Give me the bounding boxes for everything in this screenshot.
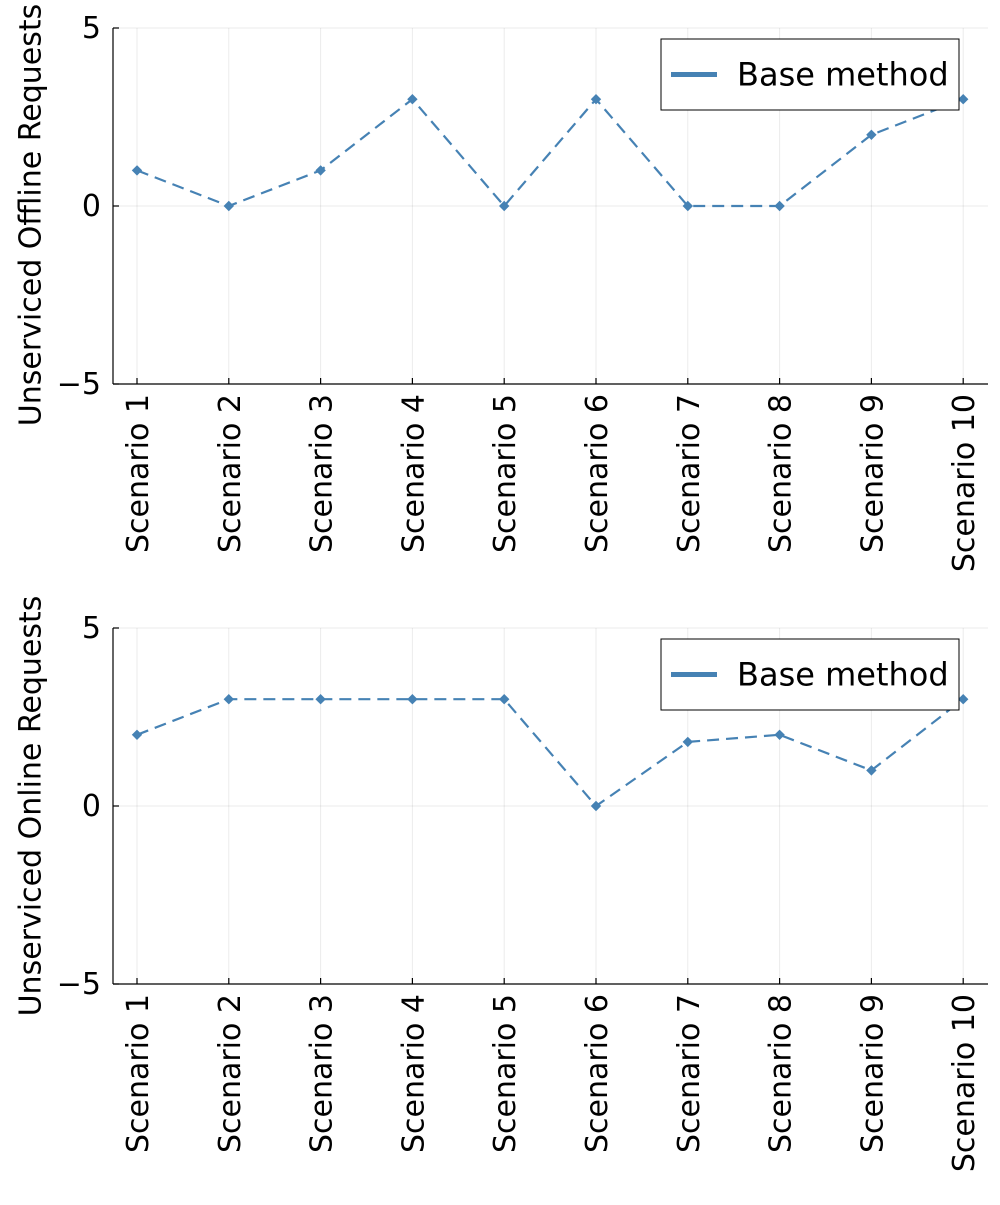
- data-point: [866, 765, 877, 776]
- legend-label: Base method: [737, 56, 949, 94]
- data-point: [131, 729, 143, 741]
- x-tick-label: Scenario 9: [855, 994, 890, 1153]
- data-point: [774, 200, 785, 212]
- legend-label: Base method: [737, 656, 949, 694]
- data-point: [774, 729, 785, 741]
- series-line: [136, 97, 964, 208]
- legend: Base method: [660, 638, 960, 711]
- data-point: [223, 693, 235, 705]
- x-tick-label: Scenario 9: [855, 394, 890, 553]
- y-tick-label: 0: [82, 789, 101, 824]
- x-tick-label: Scenario 3: [305, 994, 340, 1153]
- data-point: [315, 693, 326, 705]
- data-point: [957, 93, 969, 105]
- data-point: [682, 736, 694, 748]
- data-point: [407, 93, 418, 105]
- x-tick-label: Scenario 4: [396, 994, 431, 1153]
- legend: Base method: [660, 38, 960, 111]
- data-point: [682, 200, 694, 212]
- data-point: [407, 693, 418, 705]
- x-tick-label: Scenario 6: [580, 394, 615, 553]
- series-line: [136, 698, 964, 808]
- x-tick-label: Scenario 7: [672, 394, 707, 553]
- y-axis-title: Unserviced Offline Requests: [14, 4, 49, 426]
- y-tick-label: 5: [82, 611, 101, 646]
- x-tick-label: Scenario 2: [213, 994, 248, 1153]
- data-point: [866, 129, 877, 141]
- x-tick-label: Scenario 3: [305, 394, 340, 553]
- y-axis-title: Unserviced Online Requests: [14, 596, 49, 1017]
- data-point: [498, 200, 510, 212]
- x-tick-label: Scenario 8: [764, 394, 799, 553]
- y-tick-label: −5: [57, 367, 101, 402]
- x-tick-label: Scenario 6: [580, 994, 615, 1153]
- x-tick-label: Scenario 4: [396, 394, 431, 553]
- x-tick-label: Scenario 1: [121, 994, 156, 1153]
- x-tick-label: Scenario 10: [947, 394, 982, 572]
- data-point: [590, 800, 602, 812]
- chart-panel-2: −5 0 5 Scenario 1 Scenario 2 Scenario 3 Scenar…: [14, 596, 988, 1172]
- x-tick-label: Scenario 8: [764, 994, 799, 1153]
- chart-panel-1: −5 0 5 Scenario 1 Scenario 2 Scenario 3 Scenar…: [14, 4, 988, 572]
- data-point: [957, 693, 969, 705]
- x-tick-label: Scenario 1: [121, 394, 156, 553]
- x-tick-label: Scenario 5: [488, 994, 523, 1153]
- data-point: [223, 200, 235, 212]
- y-tick-label: 0: [82, 189, 101, 224]
- x-tick-label: Scenario 5: [488, 394, 523, 553]
- x-tick-label: Scenario 7: [672, 994, 707, 1153]
- x-tick-label: Scenario 10: [947, 994, 982, 1172]
- y-tick-label: −5: [57, 967, 101, 1002]
- y-tick-label: 5: [82, 11, 101, 46]
- data-point: [315, 165, 326, 176]
- x-tick-label: Scenario 2: [213, 394, 248, 553]
- data-point: [131, 165, 143, 176]
- data-point: [498, 693, 510, 705]
- data-point: [590, 93, 602, 105]
